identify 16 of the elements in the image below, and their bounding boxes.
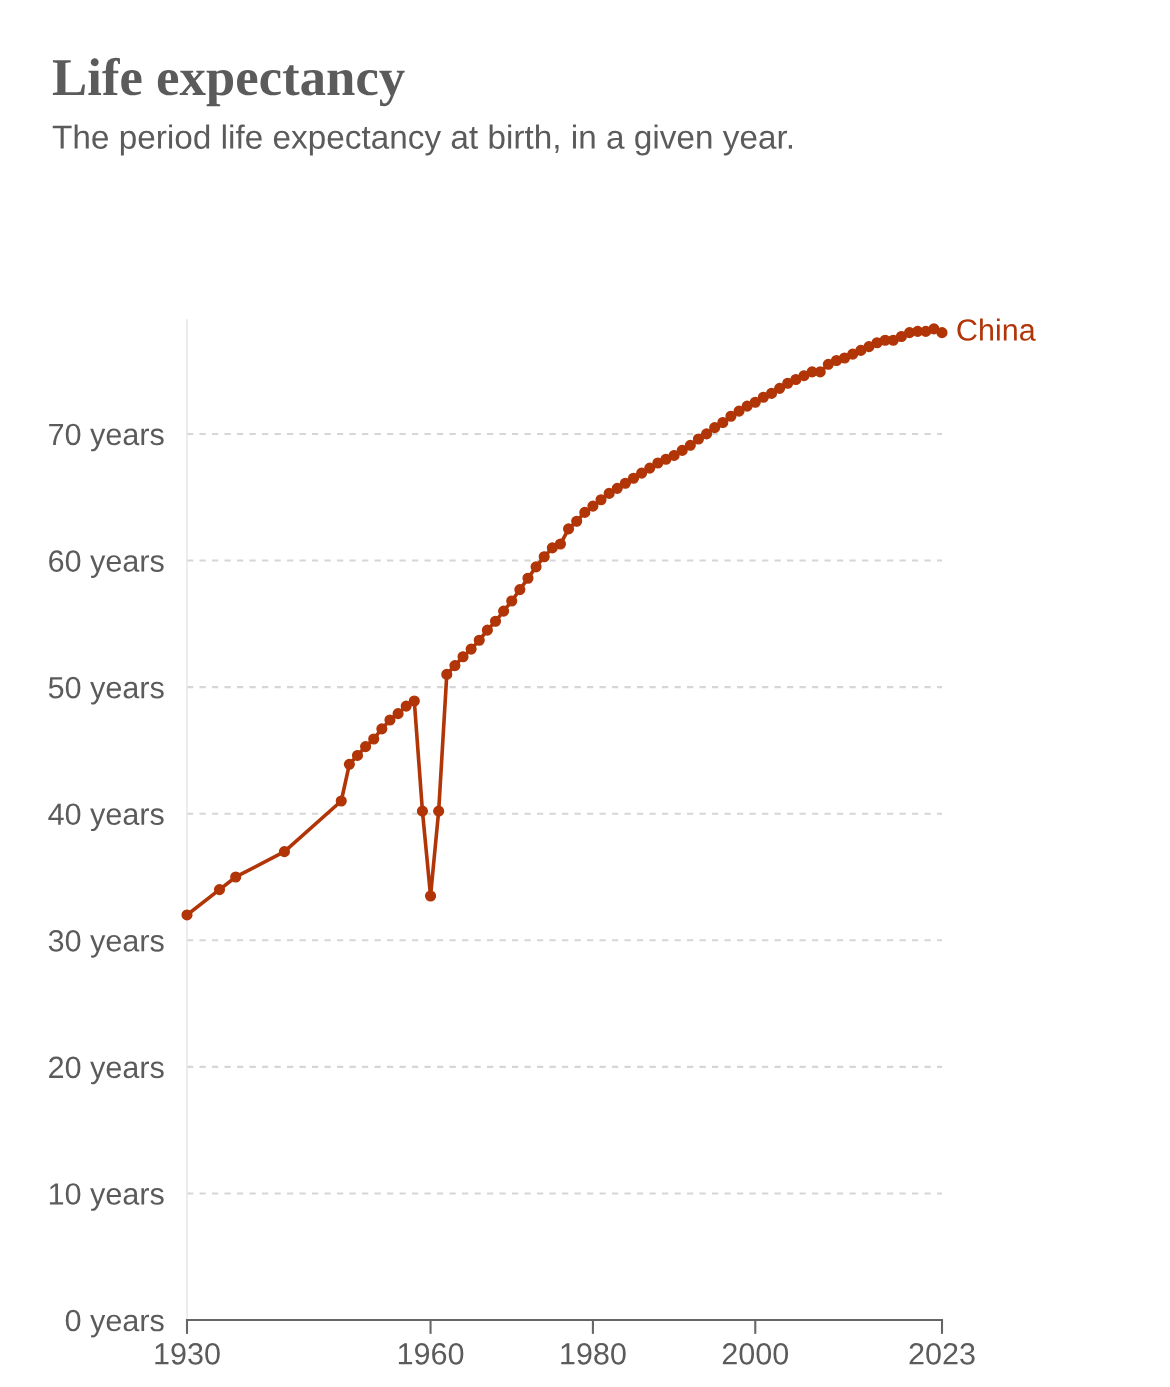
series-label: China — [957, 318, 1036, 341]
x-tick-label: 1960 — [398, 1343, 464, 1365]
y-tick-label: 30 years — [48, 929, 164, 958]
x-tick-label: 1980 — [561, 1343, 626, 1365]
chart-title: Life expectancy — [52, 57, 405, 107]
y-tick-label: 70 years — [49, 423, 164, 452]
x-tick-label: 2000 — [722, 1343, 789, 1365]
y-tick-label: 40 years — [48, 803, 164, 832]
y-tick-label: 20 years — [49, 1056, 164, 1085]
chart-subtitle: The period life expectancy at birth, in a given year. — [52, 124, 792, 156]
x-tick-label: 1930 — [155, 1343, 220, 1365]
y-tick-label: 60 years — [49, 550, 164, 578]
y-tick-label: 0 years — [65, 1309, 164, 1338]
x-tick-label: 2023 — [909, 1343, 975, 1365]
y-tick-label: 10 years — [49, 1183, 164, 1211]
y-tick-label: 50 years — [48, 676, 164, 705]
